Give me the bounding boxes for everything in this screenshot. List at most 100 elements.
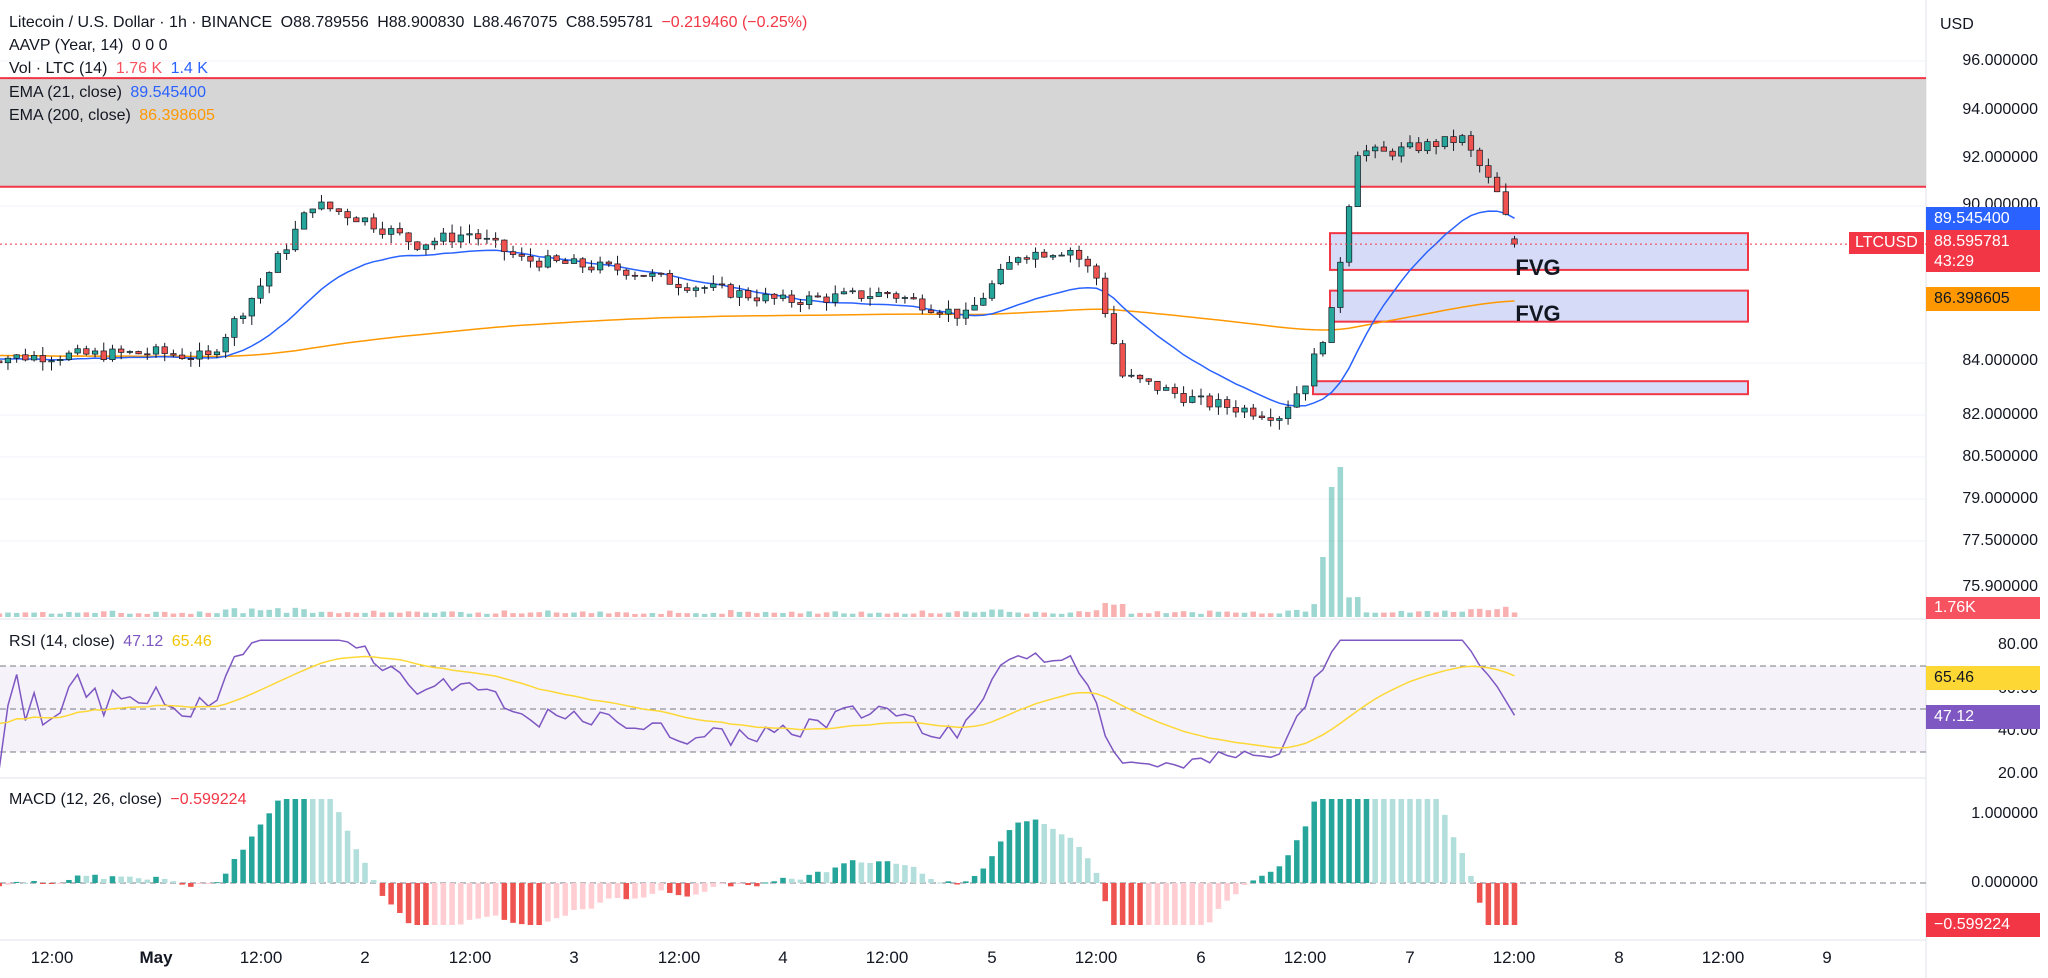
- symbol-title[interactable]: Litecoin / U.S. Dollar · 1h · BINANCE: [9, 14, 273, 31]
- price-tick-80-5: 80.500000: [1962, 448, 2038, 465]
- volume-legend[interactable]: Vol · LTC (14) 1.76 K 1.4 K: [9, 60, 212, 78]
- macd-histogram-bar: [858, 862, 865, 883]
- candle-body: [1206, 395, 1213, 408]
- volume-bar: [771, 612, 778, 617]
- macd-histogram-bar: [1311, 801, 1317, 883]
- volume-bar: [179, 612, 185, 617]
- macd-histogram-bar: [13, 881, 20, 883]
- volume-bar: [667, 610, 673, 617]
- candle-body: [1380, 146, 1387, 152]
- candle-body: [544, 255, 551, 268]
- macd-histogram-bar: [135, 878, 142, 883]
- macd-histogram-bar: [1006, 830, 1013, 883]
- volume-bar: [283, 612, 290, 617]
- volume-bar: [1215, 611, 1222, 617]
- volume-bar: [823, 612, 830, 617]
- aavp-label: AAVP (Year, 14): [9, 37, 124, 54]
- volume-bar: [196, 611, 203, 617]
- volume-bar: [719, 613, 725, 617]
- macd-histogram-bar: [492, 883, 499, 916]
- candle-body: [187, 358, 194, 361]
- volume-bar: [327, 611, 333, 617]
- candle-body: [1102, 277, 1109, 314]
- volume-bar: [423, 612, 429, 617]
- currency-label[interactable]: USD: [1940, 16, 1974, 33]
- volume-bar: [762, 611, 769, 617]
- candle-body: [762, 293, 769, 302]
- macd-legend[interactable]: MACD (12, 26, close) −0.599224: [9, 791, 250, 809]
- ema200-price-badge: 86.398605: [1926, 287, 2040, 311]
- volume-bar: [475, 612, 481, 617]
- macd-histogram-bar: [1503, 883, 1509, 925]
- volume-bar: [997, 609, 1004, 617]
- volume-bar: [1320, 557, 1326, 617]
- ema21-label: EMA (21, close): [9, 84, 122, 101]
- macd-histogram-bar: [440, 883, 447, 925]
- candle-body: [579, 258, 586, 268]
- volume-bar: [1503, 606, 1509, 617]
- volume-bar: [545, 610, 551, 617]
- macd-histogram-bar: [1085, 858, 1091, 883]
- candle-body: [1424, 141, 1431, 152]
- candle-body: [1311, 353, 1318, 387]
- macd-histogram-bar: [301, 799, 307, 883]
- macd-histogram-bar: [1250, 880, 1257, 883]
- candle-body: [161, 346, 168, 354]
- candle-body: [1067, 249, 1074, 256]
- candle-body: [684, 287, 691, 291]
- aavp-legend[interactable]: AAVP (Year, 14) 0 0 0: [9, 37, 172, 55]
- volume-bar: [928, 613, 934, 617]
- volume-bar: [405, 611, 412, 617]
- volume-bar: [632, 613, 638, 617]
- ohlc-open: O88.789556: [280, 14, 369, 31]
- candle-body: [1006, 262, 1013, 270]
- candle-body: [170, 353, 177, 356]
- candle-body: [858, 290, 865, 299]
- macd-histogram-bar: [997, 841, 1004, 883]
- candle-body: [48, 360, 55, 363]
- ema21-legend[interactable]: EMA (21, close) 89.545400: [9, 84, 210, 102]
- macd-histogram-bar: [222, 873, 229, 883]
- macd-histogram-bar: [736, 883, 743, 884]
- macd-histogram-bar: [1172, 883, 1178, 925]
- volume-bar: [1137, 612, 1143, 617]
- volume-bar: [127, 613, 133, 617]
- macd-histogram-bar: [815, 871, 821, 883]
- candle-body: [1363, 150, 1370, 157]
- macd-histogram-bar: [884, 861, 891, 883]
- macd-histogram-bar: [1398, 799, 1405, 883]
- macd-histogram-bar: [57, 883, 63, 884]
- volume-bar: [1372, 612, 1378, 617]
- candle-body: [1136, 374, 1144, 380]
- ema21-price-badge: 89.545400: [1926, 207, 2040, 231]
- macd-histogram-bar: [1032, 819, 1039, 883]
- macd-histogram-bar: [318, 799, 325, 883]
- volume-bar: [623, 612, 630, 617]
- macd-histogram-bar: [902, 865, 908, 883]
- macd-histogram-bar: [806, 874, 812, 883]
- macd-histogram-bar: [623, 883, 630, 900]
- macd-histogram-bar: [867, 862, 873, 883]
- volume-bar: [1302, 611, 1309, 617]
- macd-histogram-bar: [876, 861, 882, 883]
- candle-body: [1372, 146, 1379, 152]
- candle-body: [57, 359, 64, 362]
- volume-bar: [1250, 611, 1257, 617]
- macd-histogram-bar: [1137, 883, 1143, 925]
- candle-body: [718, 283, 726, 286]
- candle-body: [144, 353, 151, 356]
- candle-body: [274, 253, 282, 273]
- volume-bar: [562, 613, 569, 617]
- volume-bar: [675, 612, 682, 617]
- macd-histogram-bar: [48, 883, 55, 884]
- rsi-legend[interactable]: RSI (14, close) 47.12 65.46: [9, 633, 216, 651]
- macd-histogram-bar: [1050, 828, 1056, 883]
- volume-bar: [484, 613, 490, 617]
- symbol-price-tag[interactable]: LTCUSD: [1849, 232, 1924, 254]
- macd-histogram-bar: [588, 883, 595, 909]
- macd-histogram-bar: [640, 883, 647, 898]
- ema200-legend[interactable]: EMA (200, close) 86.398605: [9, 107, 219, 125]
- candle-body: [39, 355, 46, 363]
- volume-bar: [1424, 610, 1431, 617]
